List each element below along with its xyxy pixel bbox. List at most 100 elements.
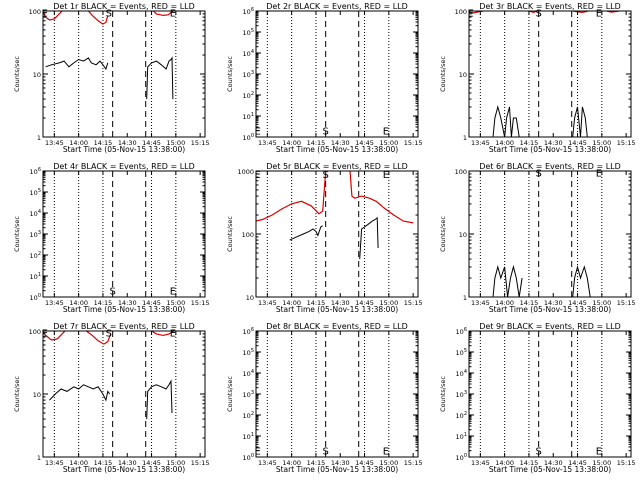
x-tick-label: 15:15 xyxy=(191,459,210,467)
y-axis-label: Counts/sec xyxy=(13,56,21,92)
event-marker-label: S xyxy=(535,8,541,19)
y-tick-label: 102 xyxy=(456,411,467,420)
event-marker-label: S xyxy=(322,447,328,458)
x-tick-label: 15:15 xyxy=(617,139,636,147)
event-marker-label: E xyxy=(596,447,602,458)
x-tick-label: 15:00 xyxy=(166,459,185,467)
chart-svg: Det 1r BLACK = Events, RED = LLD Counts/s… xyxy=(13,2,210,154)
y-axis-label: Counts/sec xyxy=(439,376,447,412)
x-tick-label: 15:15 xyxy=(617,459,636,467)
event-marker-label: S xyxy=(109,287,115,298)
x-tick-label: 14:00 xyxy=(69,459,88,467)
y-tick-label: 1000 xyxy=(237,168,254,176)
event-marker-label: E xyxy=(383,170,389,181)
x-axis-label: Start Time (05-Nov-15 13:38:00) xyxy=(63,145,185,154)
lld-series-line xyxy=(87,11,109,25)
x-tick-label: 15:15 xyxy=(191,139,210,147)
x-tick-label: 15:15 xyxy=(404,139,423,147)
plot-frame xyxy=(42,170,206,298)
detector-panel-3: Det 3r BLACK = Events, RED = LLD Counts/s… xyxy=(426,0,639,160)
x-axis-label: Start Time (05-Nov-15 13:38:00) xyxy=(63,465,185,474)
x-tick-label: 14:15 xyxy=(94,459,113,467)
x-axis-label: Start Time (05-Nov-15 13:38:00) xyxy=(489,465,611,474)
y-tick-label: 101 xyxy=(30,272,41,281)
x-tick-label: 14:00 xyxy=(69,139,88,147)
y-tick-label: 100 xyxy=(456,453,467,462)
x-tick-label: 14:45 xyxy=(568,299,587,307)
event-marker-label: S xyxy=(106,328,112,339)
events-series-line xyxy=(146,56,174,100)
chart-svg: Det 8r BLACK = Events, RED = LLD Counts/s… xyxy=(226,322,423,474)
x-axis-label: Start Time (05-Nov-15 13:38:00) xyxy=(489,305,611,314)
y-tick-label: 10 xyxy=(459,71,467,79)
chart-title: Det 2r BLACK = Events, RED = LLD xyxy=(266,2,408,11)
chart-svg: Det 6r BLACK = Events, RED = LLD Counts/s… xyxy=(439,162,636,314)
y-tick-label: 10 xyxy=(33,391,41,399)
y-axis-label: Counts/sec xyxy=(439,216,447,252)
y-tick-label: 103 xyxy=(243,70,254,79)
x-axis-label: Start Time (05-Nov-15 13:38:00) xyxy=(276,465,398,474)
lld-series-line xyxy=(153,11,174,17)
y-tick-label: 104 xyxy=(456,369,467,378)
event-marker-label: E xyxy=(596,168,602,179)
x-tick-label: 14:30 xyxy=(544,139,563,147)
x-tick-label: 13:45 xyxy=(471,299,490,307)
chart-svg: Det 2r BLACK = Events, RED = LLD Counts/s… xyxy=(226,2,423,154)
y-tick-label: 10 xyxy=(33,71,41,79)
y-tick-label: 102 xyxy=(243,411,254,420)
x-tick-label: 13:45 xyxy=(258,139,277,147)
x-tick-label: 15:00 xyxy=(592,139,611,147)
chart-title: Det 8r BLACK = Events, RED = LLD xyxy=(266,322,408,331)
y-tick-label: 1 xyxy=(463,294,467,302)
x-tick-label: 13:45 xyxy=(45,459,64,467)
events-series-line xyxy=(146,379,173,420)
event-marker-label: S xyxy=(535,168,541,179)
y-tick-label: 100 xyxy=(243,453,254,462)
x-tick-label: 14:45 xyxy=(142,459,161,467)
x-tick-label: 14:30 xyxy=(331,299,350,307)
x-tick-label: 15:00 xyxy=(166,139,185,147)
y-tick-label: 1 xyxy=(37,134,41,142)
detector-panel-9: Det 9r BLACK = Events, RED = LLD Counts/s… xyxy=(426,320,639,480)
y-axis-label: Counts/sec xyxy=(226,56,234,92)
lld-series-line xyxy=(256,171,327,222)
plot-frame xyxy=(468,170,632,298)
x-axis-label: Start Time (05-Nov-15 13:38:00) xyxy=(276,305,398,314)
x-tick-label: 14:45 xyxy=(568,139,587,147)
event-marker-label: E xyxy=(170,8,176,19)
event-marker-label: S xyxy=(322,170,328,181)
event-marker-label: S xyxy=(535,447,541,458)
plot-frame xyxy=(468,330,632,458)
y-tick-label: 105 xyxy=(30,188,41,197)
chart-title: Det 7r BLACK = Events, RED = LLD xyxy=(53,322,195,331)
x-tick-label: 15:15 xyxy=(404,299,423,307)
lld-series-line xyxy=(43,331,66,341)
chart-svg: Det 5r BLACK = Events, RED = LLD Counts/s… xyxy=(226,162,423,314)
y-tick-label: 103 xyxy=(243,390,254,399)
chart-svg: Det 3r BLACK = Events, RED = LLD Counts/s… xyxy=(439,2,636,154)
y-axis-label: Counts/sec xyxy=(13,216,21,252)
x-tick-label: 14:15 xyxy=(307,459,326,467)
event-marker-label: E xyxy=(596,8,602,19)
x-tick-label: 14:00 xyxy=(69,299,88,307)
lld-series-line xyxy=(349,171,414,224)
plot-frame xyxy=(255,170,419,298)
x-tick-label: 14:30 xyxy=(118,459,137,467)
x-tick-label: 15:00 xyxy=(592,299,611,307)
x-tick-label: 14:45 xyxy=(142,139,161,147)
lld-series-line xyxy=(469,11,484,14)
y-tick-label: 100 xyxy=(455,8,467,16)
y-axis-label: Counts/sec xyxy=(226,216,234,252)
x-tick-label: 14:45 xyxy=(355,139,374,147)
event-marker-label: S xyxy=(106,8,112,19)
x-tick-label: 14:15 xyxy=(307,299,326,307)
plot-frame xyxy=(255,10,419,138)
y-tick-label: 103 xyxy=(456,390,467,399)
x-tick-label: 14:15 xyxy=(520,459,539,467)
x-axis-label: Start Time (05-Nov-15 13:38:00) xyxy=(276,145,398,154)
lld-series-line xyxy=(151,331,175,337)
detector-panel-5: Det 5r BLACK = Events, RED = LLD Counts/s… xyxy=(213,160,426,320)
x-tick-label: 14:30 xyxy=(118,299,137,307)
x-tick-label: 14:30 xyxy=(544,299,563,307)
lld-series-line xyxy=(86,331,112,345)
